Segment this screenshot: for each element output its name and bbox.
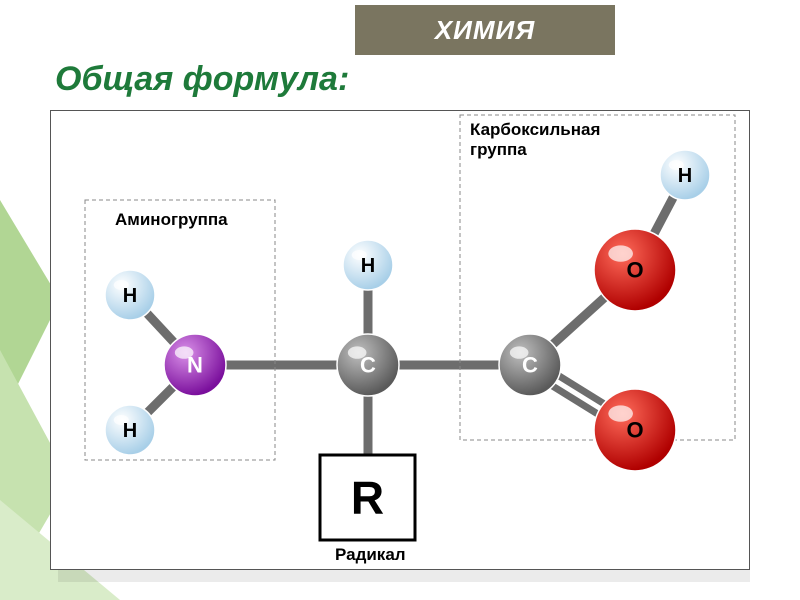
atom-label-h_n1: H (123, 285, 137, 307)
molecule-diagram: Аминогруппа Карбоксильнаягруппа R Радикал N C… (50, 110, 750, 570)
radical-label: Радикал (335, 545, 406, 564)
header-tab: ХИМИЯ (350, 0, 620, 60)
atom-label-o1: O (626, 258, 643, 283)
atom-label-h_n2: H (123, 420, 137, 442)
radical-r-label: R (351, 472, 384, 524)
page-title: Общая формула: (55, 60, 349, 99)
amino-group-label: Аминогруппа (115, 210, 228, 229)
header-label: ХИМИЯ (435, 15, 535, 45)
frame-shadow (58, 568, 750, 582)
carboxyl-group-label2: группа (470, 140, 527, 159)
carboxyl-group-label: Карбоксильная (470, 120, 600, 139)
atom-label-n: N (187, 353, 203, 378)
atom-label-c2: C (522, 353, 538, 378)
atom-label-c1: C (360, 353, 376, 378)
atom-label-o2: O (626, 418, 643, 443)
atom-label-h_o1: H (678, 165, 692, 187)
atom-label-h_c1: H (361, 255, 375, 277)
